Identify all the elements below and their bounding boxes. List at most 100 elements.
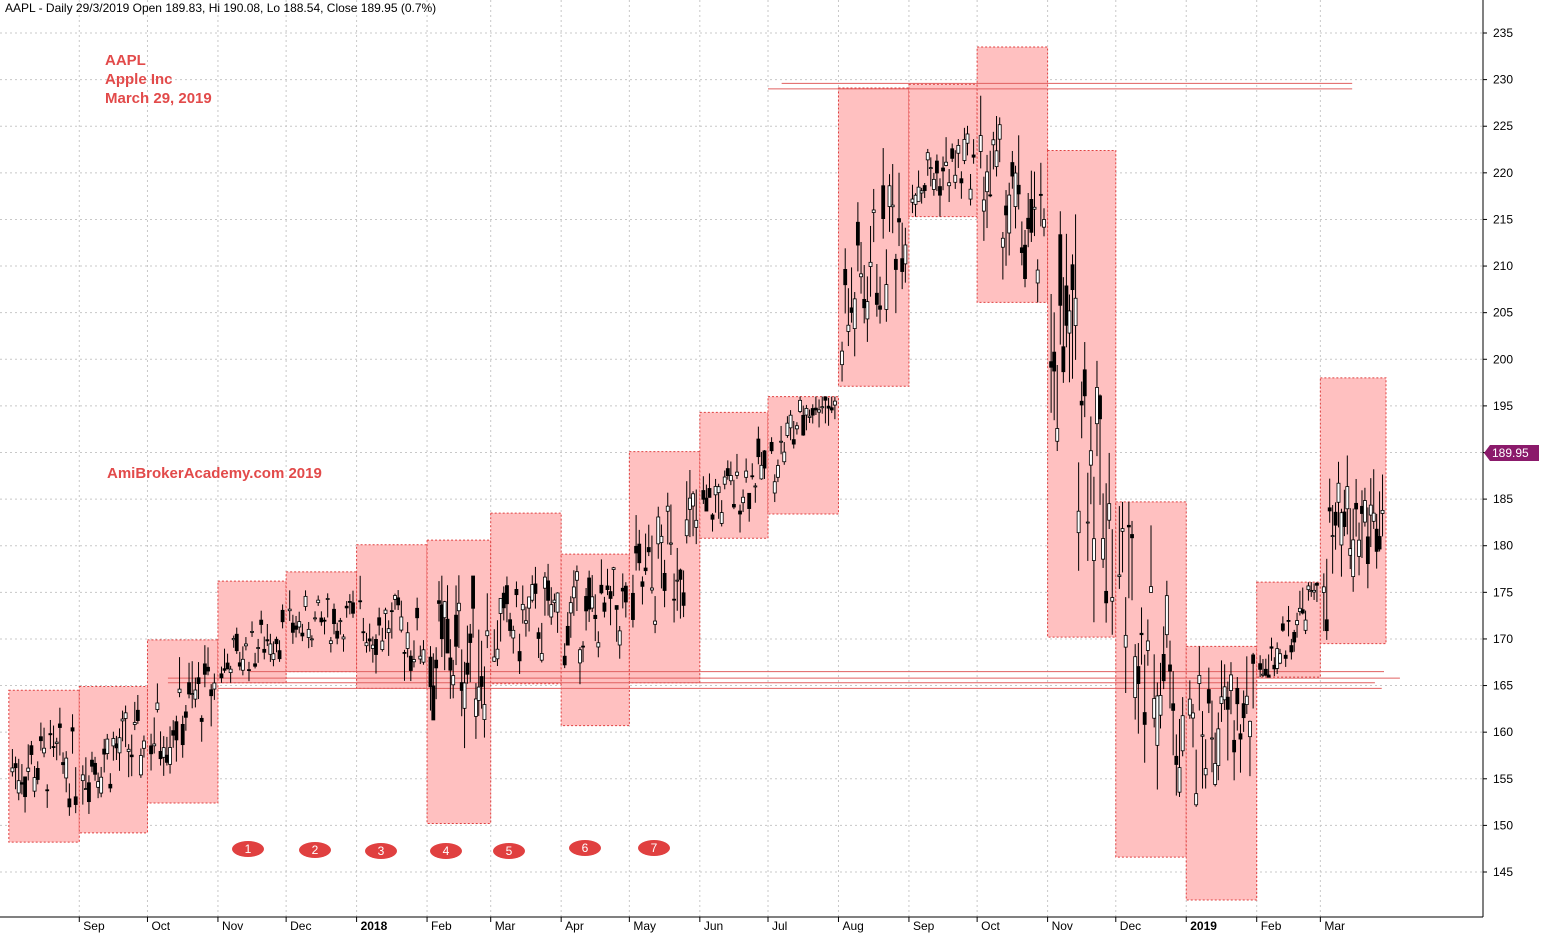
candle <box>1085 472 1090 561</box>
candle-body <box>300 632 305 637</box>
candle-body <box>10 767 15 773</box>
candle-body <box>634 545 639 554</box>
candle-body <box>456 602 461 612</box>
candle-body <box>814 407 818 411</box>
y-tick-label: 220 <box>1493 166 1513 180</box>
candle-body <box>219 673 224 679</box>
candle-body <box>798 399 802 412</box>
candle-body <box>1161 654 1166 682</box>
candle-body <box>1339 512 1344 546</box>
candle <box>511 625 516 654</box>
candle-body <box>779 440 783 443</box>
candle-body <box>1289 645 1294 653</box>
candle-body <box>725 468 730 477</box>
candle-body <box>1200 734 1205 737</box>
candle-body <box>451 675 456 686</box>
candle <box>45 784 50 808</box>
candle-body <box>762 450 767 469</box>
candle-body <box>442 601 447 619</box>
candle <box>1248 720 1252 777</box>
candle <box>1327 478 1332 523</box>
candle <box>508 612 513 637</box>
candle-body <box>61 762 65 766</box>
candle <box>968 173 973 206</box>
candle <box>1289 638 1294 660</box>
candle <box>871 188 876 243</box>
candle <box>93 756 97 781</box>
candle-body <box>581 645 585 648</box>
candle <box>196 662 201 700</box>
candle-body <box>919 190 924 194</box>
candle-body <box>99 776 104 794</box>
candle <box>479 640 484 709</box>
candle <box>814 396 818 416</box>
candle-body <box>578 649 582 664</box>
candle <box>536 627 541 658</box>
candle <box>578 647 582 685</box>
candle <box>64 751 69 793</box>
candle <box>439 575 444 658</box>
candle-body <box>253 663 257 667</box>
candle <box>287 590 292 622</box>
candle-body <box>1064 285 1069 326</box>
candle-body <box>306 628 311 638</box>
candle-body <box>347 601 352 603</box>
candle <box>1180 697 1185 757</box>
candle-body <box>968 188 973 200</box>
candle <box>643 533 648 575</box>
candle-body <box>688 497 692 510</box>
candle <box>1171 671 1176 756</box>
candle <box>415 597 420 631</box>
candle-body <box>1180 715 1185 752</box>
candle-body <box>471 575 475 609</box>
candle-body <box>287 608 292 612</box>
candle-body <box>370 644 375 649</box>
candle <box>533 566 538 609</box>
candle <box>448 639 453 699</box>
candle-body <box>70 727 75 732</box>
candle <box>1306 582 1311 601</box>
candle <box>325 593 330 618</box>
candle-body <box>448 657 453 671</box>
candle <box>155 683 160 713</box>
candle <box>1064 233 1069 348</box>
candle <box>108 773 113 793</box>
candle-body <box>722 476 727 485</box>
candle <box>1136 643 1141 734</box>
marker-badge <box>493 843 525 859</box>
candle-body <box>1365 536 1370 565</box>
candle <box>865 276 870 342</box>
marker-badge <box>569 840 601 856</box>
candle <box>785 416 790 438</box>
candle <box>199 715 204 742</box>
candle-body <box>1210 737 1214 740</box>
candle <box>168 726 172 774</box>
candle-body <box>338 620 343 623</box>
candle-body <box>225 662 230 670</box>
candle-body <box>303 595 308 607</box>
candle-body <box>344 605 349 609</box>
candle-body <box>1312 589 1316 593</box>
candle <box>681 570 686 618</box>
candle <box>277 640 282 662</box>
candle <box>1351 508 1356 592</box>
y-tick-label: 150 <box>1493 818 1513 832</box>
x-tick-label: Dec <box>290 919 311 933</box>
candle-body <box>514 588 519 596</box>
candle-body <box>328 640 333 644</box>
candle <box>13 756 18 790</box>
candle-body <box>183 711 188 718</box>
candle <box>297 611 302 634</box>
candle-body <box>614 605 619 610</box>
candle-body <box>1000 237 1005 248</box>
candle-body <box>950 148 955 159</box>
candle <box>374 634 378 674</box>
x-tick-label: May <box>633 919 656 933</box>
candle-body <box>161 747 166 758</box>
candlestick-series <box>10 95 1385 816</box>
candle-body <box>1073 297 1078 327</box>
candle <box>881 148 886 239</box>
candle-body <box>1092 538 1096 561</box>
candle <box>1098 394 1102 505</box>
candle-body <box>650 587 654 591</box>
